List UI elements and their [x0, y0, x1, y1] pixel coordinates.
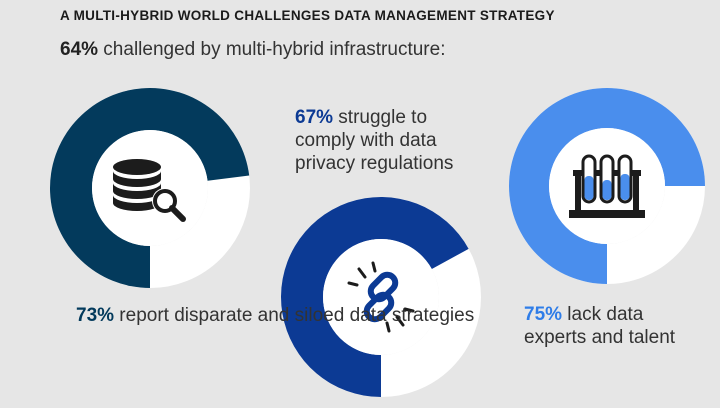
- donut-layer: [49, 87, 705, 397]
- stat-value: 67%: [295, 107, 334, 128]
- subtitle-text: challenged by multi-hybrid infrastructur…: [98, 39, 446, 60]
- donut-value-slice: [49, 87, 250, 288]
- stat-text: struggle to comply with data privacy reg…: [295, 107, 454, 174]
- stat-text: lack data experts and talent: [524, 304, 676, 348]
- stat-lack-experts: 75% lack data experts and talent: [524, 303, 704, 349]
- subtitle-value: 64%: [60, 39, 99, 60]
- donut-value-slice: [280, 197, 469, 397]
- database-search-icon: [113, 159, 186, 222]
- stat-privacy-compliance: 67% struggle to comply with data privacy…: [295, 106, 485, 175]
- test-tubes-icon: [569, 154, 645, 218]
- broken-link-icon: [347, 261, 415, 333]
- page-title: A MULTI-HYBRID WORLD CHALLENGES DATA MAN…: [60, 8, 555, 23]
- donut-value-slice: [509, 88, 705, 284]
- subtitle: 64% challenged by multi-hybrid infrastru…: [60, 39, 445, 61]
- donut-center: [92, 130, 208, 246]
- stat-text: report disparate and siloed data strateg…: [114, 305, 475, 326]
- stat-report-siloed: 73% report disparate and siloed data str…: [76, 304, 474, 327]
- stat-value: 73%: [76, 305, 115, 326]
- stat-value: 75%: [524, 304, 563, 325]
